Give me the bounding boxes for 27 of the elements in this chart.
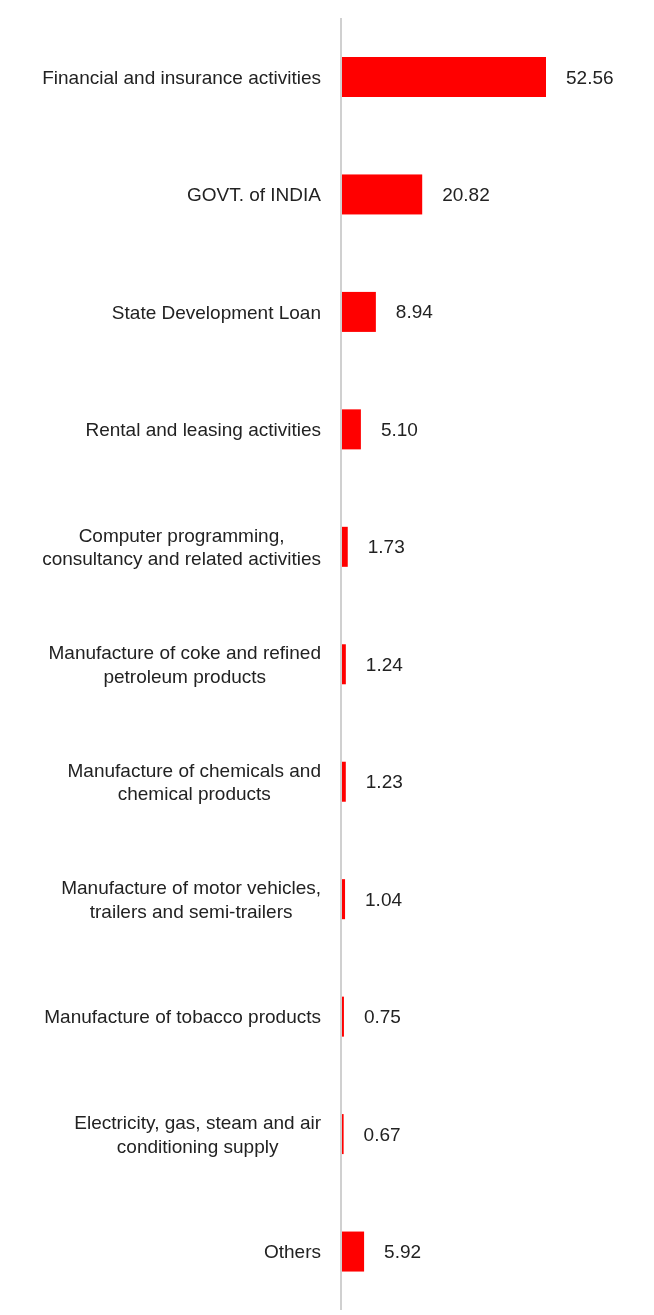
bar [341, 57, 546, 97]
y-tick-label: Electricity, gas, steam and air conditioning supply [74, 1111, 322, 1157]
data-label: 0.67 [363, 1123, 401, 1145]
y-tick-label: Manufacture of tobacco products [44, 1005, 321, 1027]
data-label: 1.24 [365, 653, 404, 675]
y-tick-label: GOVT. of INDIA [186, 183, 322, 205]
y-tick-label: Financial and insurance activities [42, 66, 321, 88]
y-tick-label: Computer programming, consultancy and related activities [42, 524, 321, 569]
y-tick-label: Manufacture of coke and refined petroleum products [48, 641, 322, 687]
data-label: 1.73 [367, 536, 405, 558]
y-tick-label: Manufacture of chemicals and chemical products [67, 759, 321, 804]
bar [341, 291, 376, 332]
y-tick-label: Rental and leasing activities [85, 418, 321, 440]
data-label: 52.56 [566, 66, 614, 88]
data-label: 5.10 [380, 418, 418, 440]
data-label: 1.04 [365, 888, 403, 910]
bar [341, 1231, 365, 1272]
data-label: 20.82 [442, 183, 490, 205]
data-label: 0.75 [363, 1006, 401, 1028]
bar [341, 174, 423, 215]
y-tick-label: Manufacture of motor vehicles, trailers and semi-trailers [61, 876, 322, 922]
data-label: 8.94 [395, 301, 434, 323]
data-label: 5.92 [384, 1241, 422, 1263]
data-label: 1.23 [365, 771, 403, 793]
y-tick-label: State Development Loan [111, 301, 321, 323]
y-tick-label: Others [263, 1240, 322, 1262]
bar [341, 409, 361, 450]
